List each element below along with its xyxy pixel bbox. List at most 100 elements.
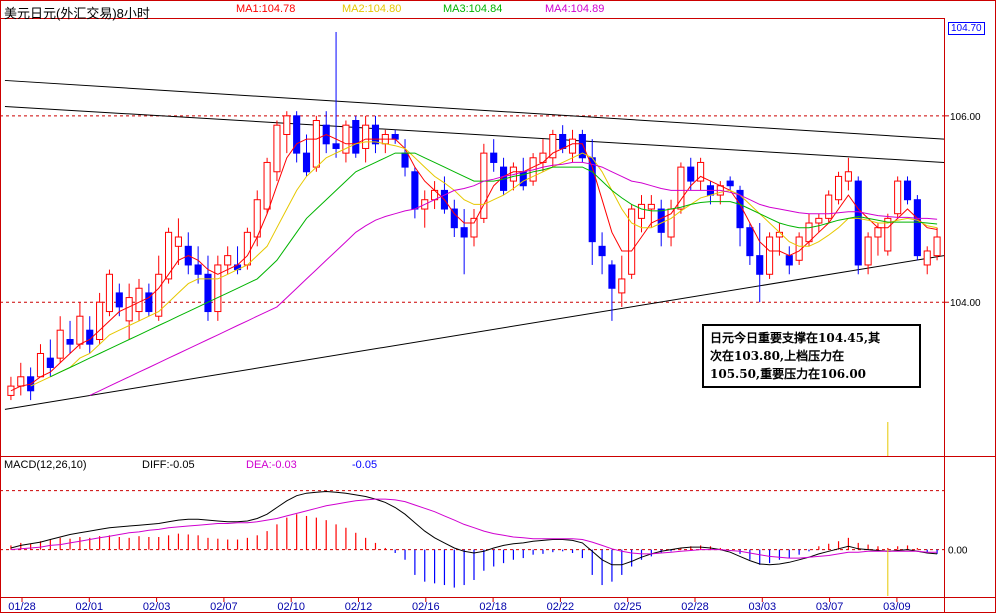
candle-body: [56, 329, 64, 359]
candle-body: [105, 273, 114, 313]
candle-body: [17, 376, 25, 387]
ma1-label: MA1:104.78: [236, 3, 296, 15]
candle-body: [125, 297, 133, 322]
candle: [706, 181, 715, 205]
candle-body: [214, 264, 222, 313]
candle-body: [263, 161, 271, 210]
candle: [736, 185, 744, 247]
candle: [105, 269, 114, 317]
x-tick-label: 02/28: [681, 601, 709, 613]
candle: [332, 31, 340, 158]
macd-y-tick-label: 0.00: [948, 546, 968, 557]
candle-body: [864, 236, 872, 266]
candle: [578, 129, 586, 163]
candle-body: [165, 231, 173, 280]
candle: [174, 218, 182, 265]
candle-body: [371, 124, 380, 145]
x-tick-label: 02/18: [479, 601, 507, 613]
moving-average-ma2: [30, 141, 938, 387]
candle-body: [903, 180, 912, 201]
candle: [352, 115, 360, 158]
candle-body: [608, 264, 616, 289]
candle: [17, 362, 25, 396]
macd-diff-line: [10, 490, 938, 566]
candle-body: [854, 180, 862, 266]
candle: [894, 176, 902, 219]
candle-body: [204, 273, 212, 313]
macd-value-label: -0.05: [352, 459, 378, 471]
x-tick-label: 02/03: [143, 601, 171, 613]
x-tick-label: 02/07: [210, 601, 238, 613]
candle: [283, 111, 291, 154]
candle-body: [618, 278, 626, 294]
macd-diff-label: DIFF:-0.05: [142, 459, 195, 471]
candle-body: [283, 115, 291, 135]
candle-body: [46, 357, 54, 368]
candle-body: [825, 194, 833, 219]
candle: [834, 171, 843, 205]
axes: 106.00 104.00 0.00 01/28 02/01 02/03 02/07 02/1…: [8, 112, 981, 613]
candle-body: [677, 166, 685, 210]
macd-panel: [10, 490, 938, 596]
candle-body: [352, 120, 360, 154]
candle: [815, 213, 823, 233]
candle: [825, 190, 833, 224]
candle: [401, 139, 409, 177]
candle: [608, 260, 616, 321]
candle: [766, 232, 774, 279]
candlesticks: [7, 31, 941, 456]
candle-body: [36, 352, 45, 378]
chart-title: 美元日元(外汇交易)8小时: [4, 6, 150, 21]
candle-body: [312, 120, 320, 168]
candle: [568, 129, 577, 163]
trend-line: [4, 255, 945, 410]
candle: [480, 143, 488, 224]
candle: [697, 157, 705, 191]
candle: [460, 209, 468, 275]
candle-body: [460, 227, 468, 238]
moving-average-ma1: [10, 133, 938, 392]
candle-body: [115, 292, 123, 308]
candle: [785, 246, 793, 275]
candle-body: [756, 255, 764, 275]
trend-line: [4, 106, 945, 163]
candle: [312, 115, 320, 172]
candle: [628, 204, 636, 279]
x-tick-label: 03/07: [816, 601, 844, 613]
x-tick-label: 03/03: [749, 601, 777, 613]
candle: [86, 316, 94, 354]
ma2-label: MA2:104.80: [342, 3, 402, 15]
x-tick-label: 02/10: [277, 601, 305, 613]
x-tick-label: 02/25: [614, 601, 642, 613]
candle: [844, 157, 852, 191]
candle-body: [549, 133, 557, 159]
candle-body: [450, 208, 458, 229]
candle-body: [155, 273, 163, 317]
annotation-line: 日元今日重要支撑在104.45,其: [710, 331, 881, 345]
candle-body: [559, 133, 567, 149]
candle-body: [293, 115, 301, 154]
candle: [470, 209, 478, 247]
candle-body: [302, 152, 311, 173]
candle: [125, 283, 133, 340]
candle-body: [844, 171, 852, 182]
candle: [46, 339, 54, 377]
candle-body: [243, 231, 251, 266]
candle-body: [687, 166, 695, 182]
candle-body: [884, 217, 892, 252]
candle: [411, 167, 419, 219]
y-tick-label: 106.00: [950, 112, 981, 123]
candle: [490, 139, 498, 172]
candle-body: [598, 245, 606, 257]
candle: [76, 302, 84, 349]
candle-body: [834, 175, 843, 201]
candle-body: [647, 203, 655, 210]
candle: [637, 195, 646, 233]
price-tag: 104.70: [948, 22, 985, 35]
candle-body: [736, 189, 744, 229]
candle-body: [697, 161, 705, 182]
moving-average-ma4: [89, 161, 938, 396]
candle: [598, 232, 606, 275]
candle-body: [766, 236, 774, 275]
